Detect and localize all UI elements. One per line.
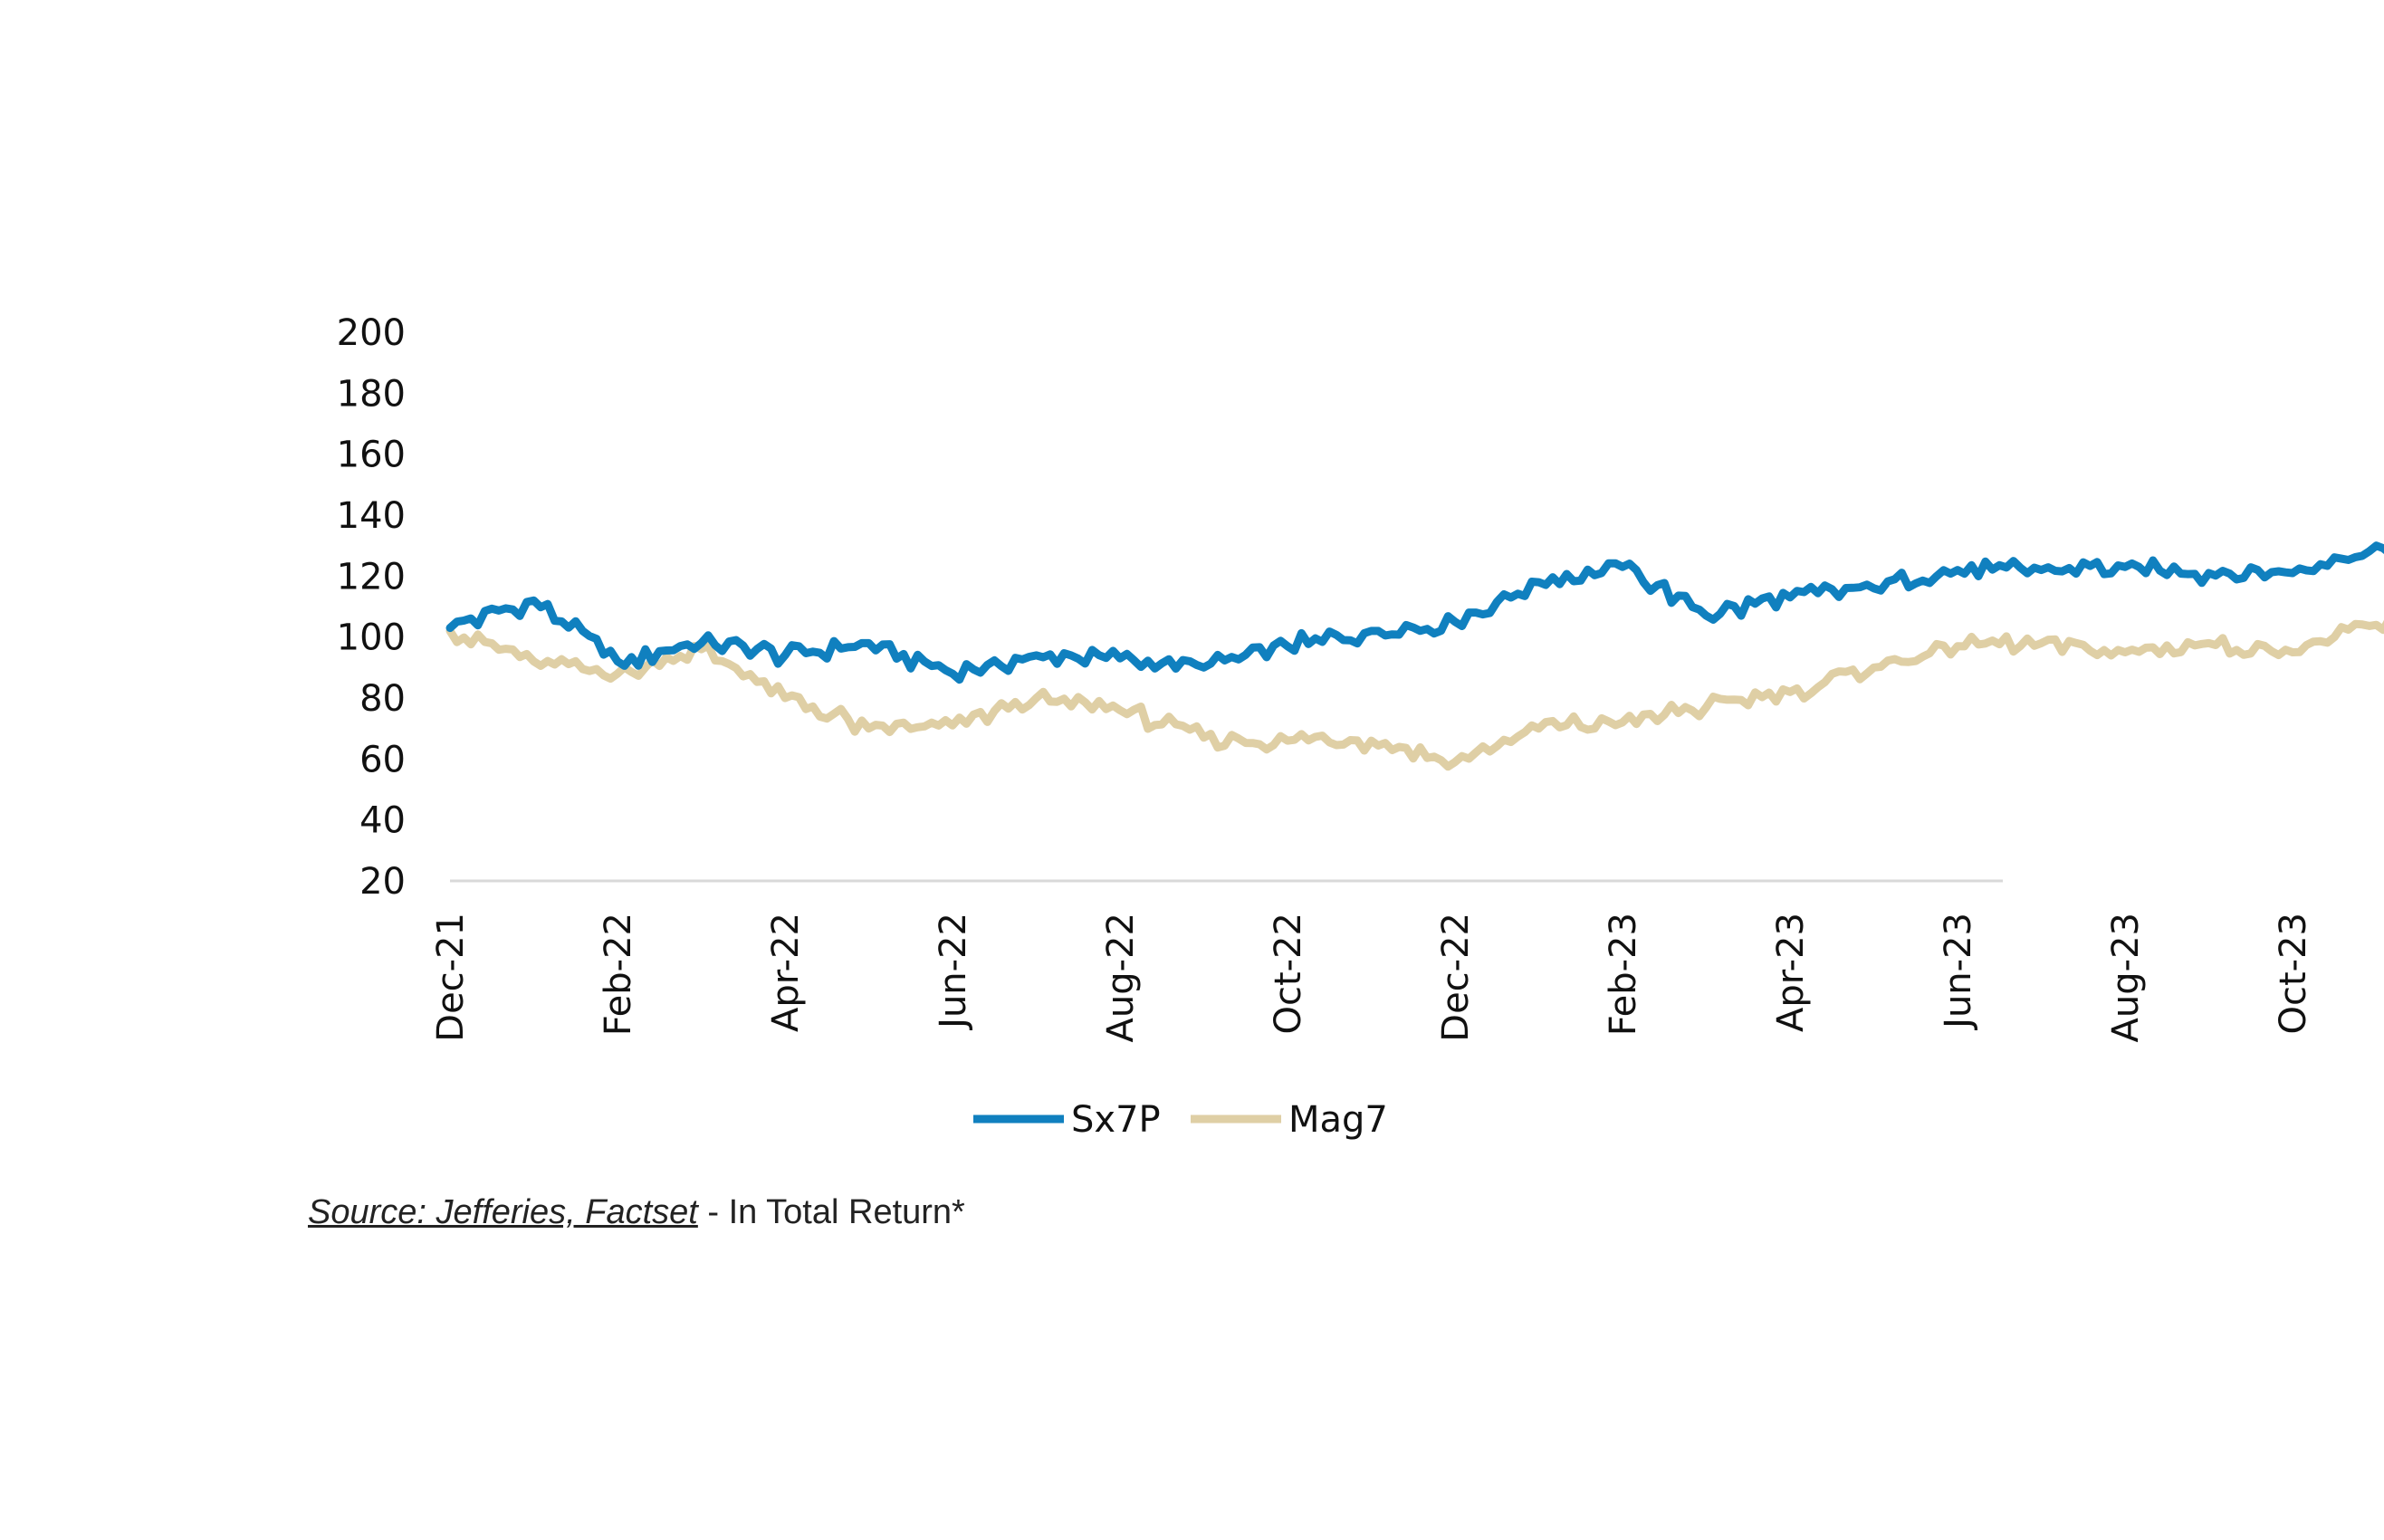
x-tick-label: Dec-21 [430, 913, 472, 1042]
legend: Sx7P Mag7 [973, 1099, 1388, 1141]
legend-label-mag7: Mag7 [1288, 1099, 1388, 1141]
x-tick-label: Apr-23 [1770, 913, 1812, 1032]
x-tick-label: Jun-23 [1938, 913, 1979, 1031]
y-tick-label: 140 [337, 495, 406, 537]
x-tick-label: Feb-23 [1603, 913, 1644, 1036]
source-note: Source: Jefferies, Factset - In Total Re… [308, 1193, 965, 1232]
y-tick-label: 80 [359, 678, 406, 720]
y-axis: 200 180 160 140 120 100 80 60 40 20 [337, 312, 406, 903]
y-tick-label: 20 [359, 861, 406, 903]
x-tick-label: Oct-23 [2273, 913, 2314, 1035]
x-tick-label: Dec-22 [1435, 913, 1477, 1042]
source-link[interactable]: Source: Jefferies, Factset [308, 1193, 698, 1231]
source-suffix: - In Total Return* [697, 1193, 965, 1231]
y-tick-label: 100 [337, 617, 406, 659]
x-tick-label: Feb-22 [598, 913, 639, 1036]
series-line-sx7p [445, 541, 2384, 684]
x-tick-label: Apr-22 [765, 913, 807, 1032]
y-tick-label: 160 [337, 435, 406, 476]
series-layer [445, 541, 2384, 771]
x-tick-label: Aug-22 [1100, 913, 1142, 1042]
y-tick-label: 200 [337, 312, 406, 354]
legend-label-sx7p: Sx7P [1071, 1099, 1161, 1141]
y-tick-label: 40 [359, 800, 406, 842]
series-line-mag7 [445, 619, 2384, 771]
x-tick-label: Oct-22 [1268, 913, 1309, 1035]
y-tick-label: 180 [337, 373, 406, 415]
y-tick-label: 60 [359, 739, 406, 780]
x-tick-label: Jun-22 [933, 913, 974, 1031]
x-axis: Dec-21 Feb-22 Apr-22 Jun-22 Aug-22 Oct-22 Dec-… [430, 913, 2314, 1042]
x-tick-label: Aug-23 [2105, 913, 2147, 1042]
y-tick-label: 120 [337, 556, 406, 598]
